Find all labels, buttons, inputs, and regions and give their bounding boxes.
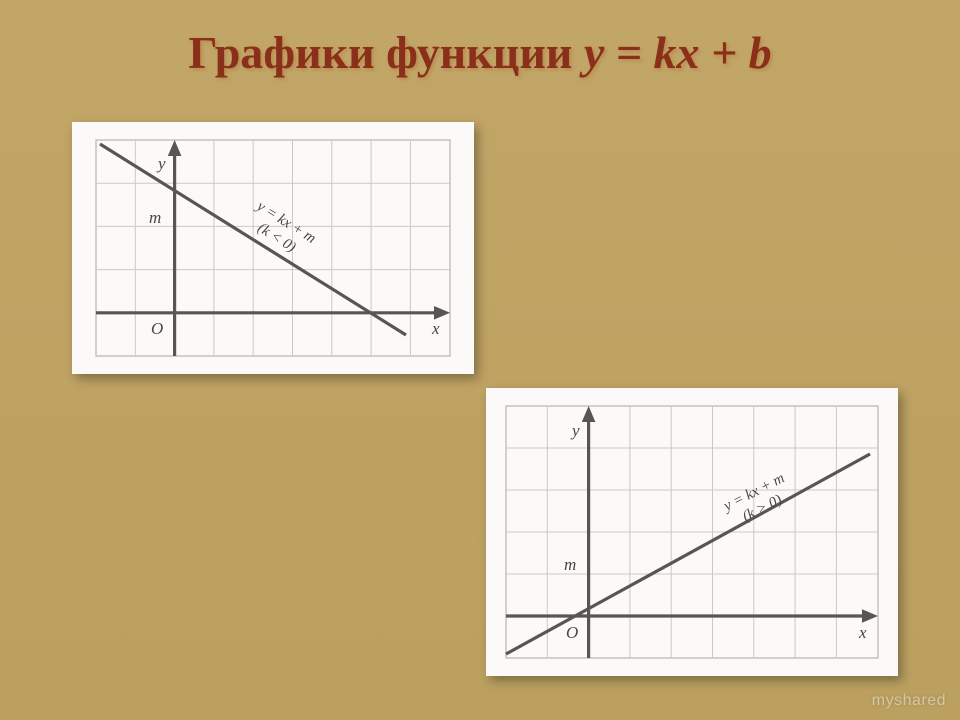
slide-title: Графики функции y = kx + b — [0, 26, 960, 79]
graph-right: y x O m y = kx + m (k > 0) — [486, 388, 898, 676]
m-label: m — [149, 208, 161, 227]
graph-right-grid — [506, 406, 878, 658]
m-label: m — [564, 555, 576, 574]
origin-label: O — [151, 319, 163, 338]
graph-left: y x O m y = kx + m(k < 0) — [72, 122, 474, 374]
watermark: myshared — [872, 692, 946, 710]
graph-right-svg: y x O m y = kx + m (k > 0) — [486, 388, 898, 676]
slide: Графики функции y = kx + b — [0, 0, 960, 720]
title-text: Графики функции — [188, 27, 584, 78]
graph-left-grid — [96, 140, 450, 356]
y-label: y — [156, 154, 166, 173]
graph-left-svg: y x O m y = kx + m(k < 0) — [72, 122, 474, 374]
line-label-group: y = kx + m(k < 0) — [243, 197, 319, 262]
graph-left-axes — [96, 140, 450, 356]
x-label: x — [431, 319, 440, 338]
title-formula: y = kx + b — [584, 27, 772, 78]
graph-left-labels: y x O m y = kx + m(k < 0) — [149, 154, 440, 338]
x-label: x — [858, 623, 867, 642]
origin-label: O — [566, 623, 578, 642]
graph-right-line — [506, 454, 870, 654]
y-label: y — [570, 421, 580, 440]
